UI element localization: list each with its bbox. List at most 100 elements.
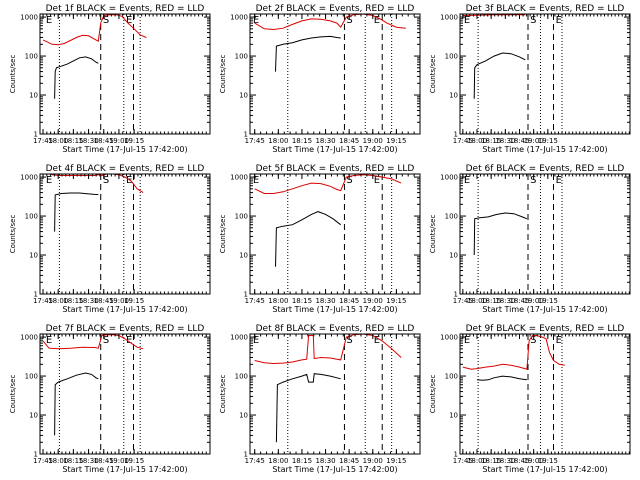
events-series-line (54, 372, 99, 436)
x-tick-label: 19:15 (124, 297, 144, 305)
y-tick-label: 100 (235, 373, 248, 381)
y-tick-label: 100 (235, 213, 248, 221)
y-tick-label: 1000 (230, 174, 248, 182)
event-marker: E (126, 335, 132, 346)
events-series-line (473, 52, 526, 99)
x-tick-label: 18:45 (339, 457, 359, 465)
x-tick-label: 17:45 (33, 137, 53, 145)
x-tick-label: 18:45 (94, 137, 114, 145)
y-tick-label: 10 (449, 412, 458, 420)
x-axis-label: Start Time (17-Jul-15 17:42:00) (272, 305, 397, 314)
x-tick-label: 19:00 (109, 297, 129, 305)
y-tick-label: 1000 (230, 14, 248, 22)
y-axis-label: Counts/sec (429, 375, 437, 414)
event-marker: S (346, 175, 352, 186)
x-tick-label: 19:15 (538, 297, 558, 305)
event-marker: S (530, 335, 536, 346)
events-series-line (54, 192, 99, 232)
events-series-line (275, 373, 341, 443)
x-tick-label: 18:30 (315, 137, 335, 145)
event-marker: E (556, 175, 562, 186)
x-tick-label: 18:00 (48, 457, 68, 465)
x-tick-label: 17:45 (453, 297, 473, 305)
x-tick-label: 18:30 (78, 457, 98, 465)
chart-title: Det 2f BLACK = Events, RED = LLD (256, 4, 415, 14)
x-tick-label: 18:30 (315, 457, 335, 465)
chart-title: Det 1f BLACK = Events, RED = LLD (46, 4, 205, 14)
x-tick-label: 18:45 (94, 297, 114, 305)
events-series-line (473, 212, 528, 256)
y-tick-label: 100 (445, 373, 458, 381)
x-tick-label: 18:15 (63, 137, 83, 145)
x-tick-label: 19:15 (386, 297, 406, 305)
x-axis-label: Start Time (17-Jul-15 17:42:00) (482, 145, 607, 154)
x-tick-label: 18:30 (78, 297, 98, 305)
y-tick-label: 10 (449, 252, 458, 260)
event-marker: E (374, 335, 380, 346)
lld-series-line (42, 334, 144, 350)
lld-series-line (42, 14, 147, 46)
event-marker: E (374, 15, 380, 26)
x-axis-label: Start Time (17-Jul-15 17:42:00) (272, 145, 397, 154)
y-tick-label: 100 (25, 373, 38, 381)
y-tick-label: 1000 (230, 334, 248, 342)
x-tick-label: 17:45 (245, 457, 265, 465)
events-series-line (476, 375, 527, 381)
y-axis-label: Counts/sec (429, 55, 437, 94)
x-tick-label: 19:00 (363, 457, 383, 465)
x-tick-label: 18:15 (292, 457, 312, 465)
y-axis-label: Counts/sec (219, 55, 227, 94)
y-tick-label: 10 (239, 92, 248, 100)
event-marker: S (530, 15, 536, 26)
event-marker: E (253, 175, 259, 186)
plot-frame (39, 333, 211, 455)
x-tick-label: 18:15 (481, 457, 501, 465)
y-tick-label: 1000 (440, 334, 458, 342)
event-marker: E (126, 15, 132, 26)
events-series-line (54, 56, 99, 99)
y-axis-label: Counts/sec (219, 375, 227, 414)
y-tick-label: 10 (239, 252, 248, 260)
x-tick-label: 18:45 (509, 137, 529, 145)
x-tick-label: 19:00 (524, 137, 544, 145)
x-tick-label: 18:45 (339, 297, 359, 305)
y-tick-label: 1 (244, 291, 248, 299)
event-marker: S (530, 175, 536, 186)
x-axis-label: Start Time (17-Jul-15 17:42:00) (62, 465, 187, 474)
x-tick-label: 17:45 (245, 297, 265, 305)
y-tick-label: 1 (454, 291, 458, 299)
x-tick-label: 18:00 (467, 137, 487, 145)
x-tick-label: 18:00 (268, 137, 288, 145)
x-tick-label: 17:45 (245, 137, 265, 145)
y-axis-label: Counts/sec (9, 215, 17, 254)
y-tick-label: 10 (29, 412, 38, 420)
plot-frame (249, 173, 421, 295)
y-tick-label: 1 (34, 291, 38, 299)
x-axis-label: Start Time (17-Jul-15 17:42:00) (272, 465, 397, 474)
y-tick-label: 10 (29, 92, 38, 100)
y-axis-label: Counts/sec (219, 215, 227, 254)
x-tick-label: 19:15 (538, 137, 558, 145)
x-tick-label: 19:15 (386, 137, 406, 145)
x-tick-label: 19:00 (363, 137, 383, 145)
x-tick-label: 18:45 (509, 297, 529, 305)
lld-series-line (462, 335, 565, 370)
x-tick-label: 19:00 (109, 137, 129, 145)
x-tick-label: 19:00 (109, 457, 129, 465)
y-tick-label: 1 (34, 131, 38, 139)
x-tick-label: 19:15 (124, 457, 144, 465)
x-tick-label: 18:30 (78, 137, 98, 145)
event-marker: E (126, 175, 132, 186)
events-series-line (275, 211, 341, 267)
x-tick-label: 19:00 (524, 457, 544, 465)
y-tick-label: 100 (25, 213, 38, 221)
y-tick-label: 1000 (440, 14, 458, 22)
chart-title: Det 9f BLACK = Events, RED = LLD (466, 324, 625, 334)
event-marker: E (464, 15, 470, 26)
event-marker: E (464, 175, 470, 186)
